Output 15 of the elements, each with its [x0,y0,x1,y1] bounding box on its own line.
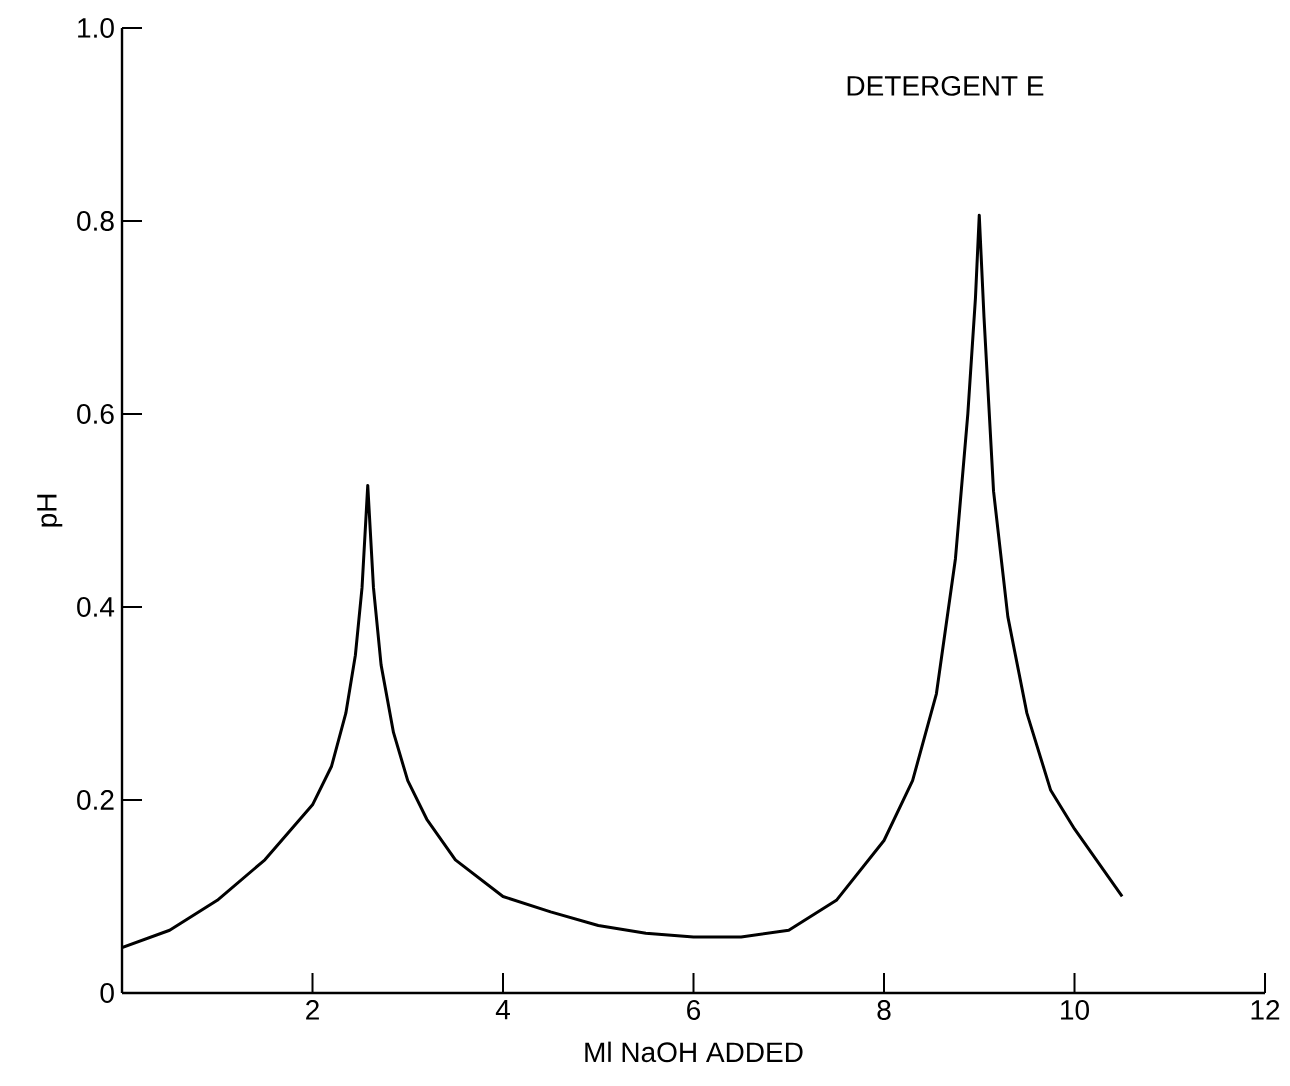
y-tick-label: 1.0 [78,18,114,38]
y-tick-label: 0.2 [77,790,114,810]
x-tick-label: 10 [1061,1000,1089,1020]
x-tick-label: 6 [687,1000,701,1020]
x-tick-label: 12 [1251,1000,1280,1020]
y-axis-title: pH [37,494,63,527]
y-tick-label: 0.6 [77,404,114,424]
x-tick-label: 8 [877,1000,891,1020]
x-tick-label: 2 [306,1000,319,1020]
y-tick-label: 0.4 [77,597,115,617]
y-tick-label: 0 [100,983,114,1003]
text: DETERGENT E [847,75,1044,96]
x-tick-label: 4 [495,1000,510,1020]
x-axis-title: Ml NaOH ADDED [585,1041,803,1063]
y-tick-label: 0.8 [77,211,114,231]
